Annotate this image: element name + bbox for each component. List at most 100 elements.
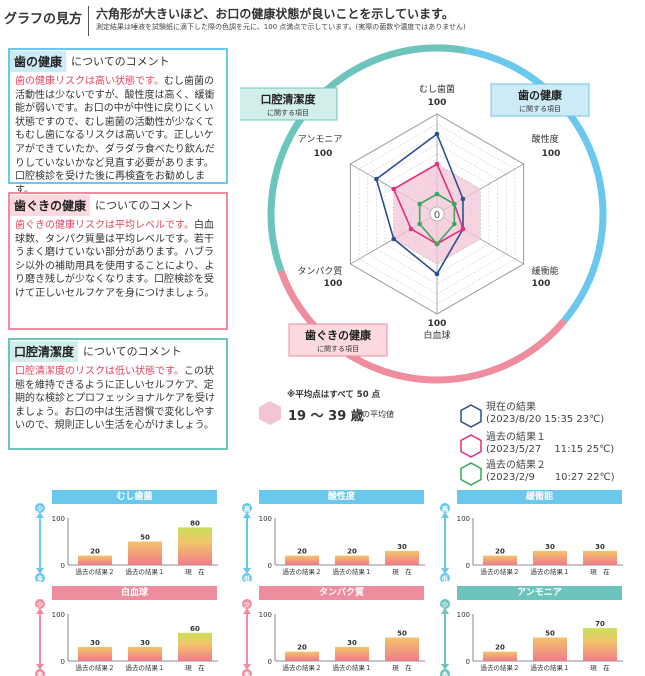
comment-box-teeth: 歯の健康 についてのコメント 歯の健康リスクは高い状態です。むし歯菌の活動性は少…	[8, 48, 228, 196]
bar-chart-acidity: 酸性度高低 100 0 20 過去の結果２ 20 過去の結果１ 30 現 在	[237, 490, 427, 582]
bar-value-label: 20	[297, 548, 307, 556]
header-note: 測定結果は唾液を試験紙に滴下した際の色調を元に、100 点満点で示しています。(…	[96, 23, 466, 31]
bar	[385, 637, 419, 661]
x-tick-label: 過去の結果１	[126, 567, 165, 576]
group-label-sub: に関する項目	[519, 105, 561, 113]
scale-top-label: 少	[36, 504, 44, 513]
y-tick-label: 0	[466, 562, 470, 570]
bar-value-label: 20	[90, 548, 100, 556]
group-label-title: 口腔清潔度	[261, 92, 317, 106]
axis-max-label: 100	[324, 279, 343, 289]
bar-value-label: 80	[190, 519, 200, 527]
bar-chart-title: むし歯菌	[52, 490, 217, 504]
ring-segment-1	[277, 269, 567, 384]
arrow-down-icon	[243, 664, 251, 670]
bar-value-label: 20	[347, 548, 357, 556]
center-label: 0	[434, 210, 440, 221]
series-point	[391, 186, 396, 192]
x-tick-label: 現 在	[590, 567, 610, 576]
series-point	[460, 196, 466, 202]
group-label-sub: に関する項目	[267, 109, 309, 117]
bar-value-label: 20	[495, 644, 505, 652]
comment-text: 白血球数、タンパク質量は平均レベルです。若干うまく磨けていない部分があります。ハ…	[15, 220, 215, 299]
scale-top-label: 少	[243, 600, 251, 609]
x-tick-label: 現 在	[392, 567, 412, 576]
bar	[483, 651, 517, 661]
bar	[483, 555, 517, 565]
scale-top-badge	[440, 503, 450, 513]
axis-max-label: 100	[542, 149, 561, 159]
bar-value-label: 30	[347, 639, 357, 647]
hexagon-icon	[460, 404, 482, 428]
x-tick-label: 過去の結果１	[333, 663, 372, 672]
bar	[335, 555, 369, 565]
y-tick-label: 100	[52, 515, 65, 523]
radar-chart: 0むし歯菌100酸性度100緩衝能100白血球100タンパク質100アンモニア1…	[240, 44, 607, 384]
legend-label: 過去の結果１	[486, 432, 546, 443]
comment-box-cleanliness: 口腔清潔度 についてのコメント 口腔清潔度のリスクは低い状態です。この状態を維持…	[8, 338, 228, 450]
bar-chart-protein: タンパク質少多 100 0 20 過去の結果２ 30 過去の結果１ 50 現 在	[237, 586, 427, 676]
comment-title-rest: についてのコメント	[83, 345, 182, 358]
group-label-box	[240, 87, 338, 121]
bar	[583, 550, 617, 565]
header-divider	[88, 6, 89, 36]
x-tick-label: 現 在	[590, 663, 610, 672]
comment-title: 歯の健康 についてのコメント	[10, 50, 226, 72]
arrow-up-icon	[243, 608, 251, 614]
scale-bottom-label: 多	[37, 670, 44, 676]
scale-top-badge	[35, 599, 45, 609]
bar	[128, 646, 162, 661]
bar-chart-title: 白血球	[52, 586, 217, 600]
x-tick-label: 過去の結果２	[76, 663, 115, 672]
scale-top-label: 少	[441, 600, 449, 609]
scale-top-label: 高	[442, 504, 449, 513]
x-tick-label: 過去の結果１	[126, 663, 165, 672]
series-point	[408, 226, 414, 232]
hexagon-icon	[460, 434, 482, 458]
bar-chart-title: アンモニア	[457, 586, 622, 600]
scale-bottom-label: 多	[37, 574, 44, 582]
bar-chart-title: タンパク質	[259, 586, 424, 600]
bar-chart-leukocyte: 白血球少多 100 0 30 過去の結果２ 30 過去の結果１ 60 現 在	[30, 586, 220, 676]
legend-label: 現在の結果	[486, 402, 536, 413]
series-point	[434, 161, 440, 167]
comment-title: 歯ぐきの健康 についてのコメント	[10, 194, 226, 216]
average-note: ※平均点はすべて 50 点	[287, 390, 381, 400]
series-point	[434, 191, 440, 197]
y-tick-label: 0	[61, 562, 65, 570]
bar-chart-plot: 少多 100 0 20 過去の結果２ 30 過去の結果１ 50 現 在	[242, 599, 425, 676]
comment-title: 口腔清潔度 についてのコメント	[10, 340, 226, 362]
y-tick-label: 0	[268, 658, 272, 666]
arrow-down-icon	[441, 664, 449, 670]
bar-value-label: 60	[190, 625, 200, 633]
bar-value-label: 50	[545, 630, 555, 638]
bar-value-label: 30	[90, 639, 100, 647]
group-label-box	[288, 323, 388, 357]
arrow-up-icon	[441, 608, 449, 614]
scale-bottom-label: 低	[243, 574, 251, 582]
comment-text: この状態を維持できるように正しいセルフケア、定期的な検診とプロフェッショナルケア…	[15, 366, 215, 432]
y-tick-label: 0	[268, 562, 272, 570]
bar-value-label: 30	[545, 543, 555, 551]
y-tick-label: 100	[259, 515, 272, 523]
series-point	[452, 201, 457, 207]
x-tick-label: 過去の結果１	[333, 567, 372, 576]
comment-body: 歯ぐきの健康リスクは平均レベルです。白血球数、タンパク質量は平均レベルです。若干…	[10, 216, 226, 304]
bar-chart-plot: 少多 100 0 20 過去の結果２ 50 過去の結果１ 70 現 在	[440, 599, 623, 676]
axis-max-label: 100	[314, 149, 333, 159]
group-label-title: 歯ぐきの健康	[305, 328, 372, 342]
scale-bottom-label: 多	[442, 670, 449, 676]
bar-value-label: 20	[297, 644, 307, 652]
center-circle	[429, 206, 445, 222]
axis-max-label: 100	[428, 319, 447, 329]
scale-bottom-badge	[440, 669, 450, 676]
bar	[583, 628, 617, 661]
header-main-text: 六角形が大きいほど、お口の健康状態が良いことを示しています。	[96, 7, 454, 21]
axis-max-label: 100	[428, 98, 447, 108]
bar	[335, 646, 369, 661]
arrow-up-icon	[441, 512, 449, 518]
y-tick-label: 100	[52, 611, 65, 619]
page-title: グラフの見方	[4, 12, 83, 27]
legend-label: 過去の結果２	[486, 460, 546, 471]
